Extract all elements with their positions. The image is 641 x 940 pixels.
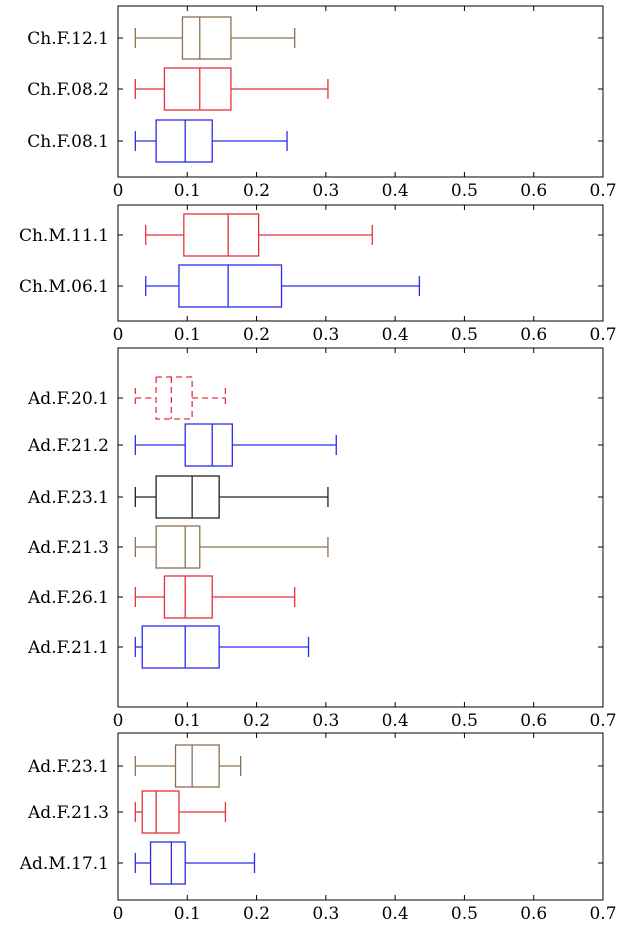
- box-Ad.F.21.3: [134, 790, 227, 834]
- x-tick-label: 0.5: [451, 325, 478, 345]
- box-Ad.F.21.3: [134, 525, 329, 569]
- iqr-box: [174, 744, 220, 788]
- boxplot-panel-3: 0 0.1 0.2 0.3 0.4 0.5 0.6 0.7 Ad.F.20.1 Ad.F.21.2…: [27, 347, 617, 731]
- category-label: Ad.M.17.1: [19, 854, 109, 874]
- category-label: Ad.F.23.1: [27, 757, 109, 777]
- x-tick-label: 0.1: [174, 904, 201, 924]
- x-tick-label: 0.6: [520, 904, 547, 924]
- box-Ad.F.21.1: [134, 625, 310, 669]
- iqr-box: [184, 423, 233, 467]
- category-label: Ad.F.21.3: [27, 538, 109, 558]
- x-tick-label: 0.7: [589, 904, 616, 924]
- category-label: Ad.F.21.3: [27, 803, 109, 823]
- category-label: Ch.M.11.1: [19, 226, 109, 246]
- box-Ch.M.11.1: [145, 213, 373, 257]
- category-label: Ad.F.20.1: [27, 389, 109, 409]
- box-Ch.M.06.1: [145, 264, 421, 308]
- iqr-box: [155, 119, 213, 163]
- iqr-box: [183, 213, 260, 257]
- x-tick-label: 0.3: [312, 181, 339, 201]
- x-tick-label: 0.4: [382, 711, 409, 731]
- category-label: Ch.F.12.1: [27, 29, 109, 49]
- category-label: Ch.F.08.1: [27, 132, 109, 152]
- x-tick-label: 0: [113, 325, 124, 345]
- box-Ad.F.26.1: [134, 575, 296, 619]
- iqr-box: [149, 841, 186, 885]
- x-tick-label: 0.1: [174, 325, 201, 345]
- box-Ch.F.08.2: [134, 67, 329, 111]
- x-tick-label: 0.3: [312, 325, 339, 345]
- iqr-box: [141, 625, 220, 669]
- box-Ad.F.23.1: [134, 744, 242, 788]
- box-Ch.F.08.1: [134, 119, 288, 163]
- x-tick-label: 0.2: [243, 325, 270, 345]
- box-Ad.M.17.1: [134, 841, 256, 885]
- box-Ad.F.20.1: [134, 376, 227, 420]
- x-tick-label: 0.2: [243, 711, 270, 731]
- plot-frame: [117, 204, 604, 322]
- x-tick-label: 0.5: [451, 181, 478, 201]
- category-label: Ad.F.21.1: [27, 638, 109, 658]
- box-Ad.F.23.1: [134, 475, 329, 519]
- boxplot-panel-4: 0 0.1 0.2 0.3 0.4 0.5 0.6 0.7 Ad.F.23.1 Ad.F.21.3…: [19, 732, 617, 924]
- x-tick-label: 0.2: [243, 904, 270, 924]
- x-tick-label: 0.2: [243, 181, 270, 201]
- category-label: Ad.F.26.1: [27, 588, 109, 608]
- boxplot-panel-1: 0 0.1 0.2 0.3 0.4 0.5 0.6 0.7 Ch.F.12.1 Ch.F.08.2…: [27, 5, 617, 201]
- category-label: Ch.F.08.2: [27, 80, 109, 100]
- x-tick-label: 0.5: [451, 711, 478, 731]
- x-tick-label: 0.4: [382, 904, 409, 924]
- box-Ad.F.21.2: [134, 423, 337, 467]
- box-Ch.F.12.1: [134, 16, 296, 60]
- iqr-box: [181, 16, 232, 60]
- plot-frame: [117, 347, 604, 708]
- x-tick-label: 0.7: [589, 325, 616, 345]
- x-tick-label: 0.6: [520, 711, 547, 731]
- iqr-box: [155, 525, 201, 569]
- iqr-box: [155, 475, 220, 519]
- x-tick-label: 0.5: [451, 904, 478, 924]
- x-tick-label: 0.3: [312, 711, 339, 731]
- plot-frame: [117, 732, 604, 901]
- x-tick-label: 0.7: [589, 711, 616, 731]
- category-label: Ch.M.06.1: [19, 277, 109, 297]
- x-tick-label: 0: [113, 181, 124, 201]
- x-tick-label: 0.1: [174, 711, 201, 731]
- x-tick-label: 0.4: [382, 325, 409, 345]
- x-tick-label: 0: [113, 904, 124, 924]
- iqr-box: [178, 264, 283, 308]
- iqr-box: [155, 376, 193, 420]
- x-tick-label: 0.7: [589, 181, 616, 201]
- iqr-box: [141, 790, 180, 834]
- plot-frame: [117, 5, 604, 178]
- x-tick-label: 0: [113, 711, 124, 731]
- x-tick-label: 0.1: [174, 181, 201, 201]
- category-label: Ad.F.21.2: [27, 436, 109, 456]
- iqr-box: [163, 67, 232, 111]
- x-tick-label: 0.6: [520, 325, 547, 345]
- boxplot-panel-2: 0 0.1 0.2 0.3 0.4 0.5 0.6 0.7 Ch.M.11.1 Ch.M.06.1: [19, 204, 617, 345]
- x-tick-label: 0.6: [520, 181, 547, 201]
- category-label: Ad.F.23.1: [27, 488, 109, 508]
- x-tick-label: 0.3: [312, 904, 339, 924]
- iqr-box: [163, 575, 213, 619]
- x-tick-label: 0.4: [382, 181, 409, 201]
